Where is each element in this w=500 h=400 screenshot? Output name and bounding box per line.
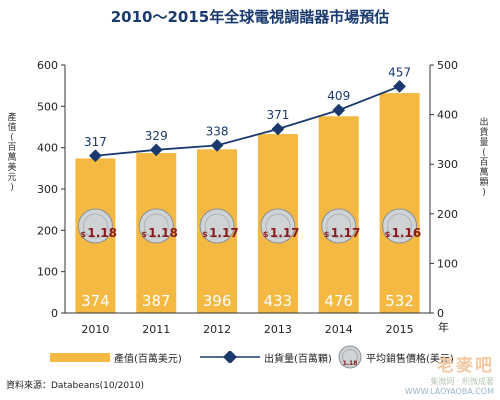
- price-label: 1.17: [331, 226, 361, 240]
- left-axis-title: 產值(百萬美元): [7, 111, 16, 193]
- price-currency: $: [141, 230, 147, 239]
- line-value-label: 457: [388, 65, 411, 79]
- legend-item-line: 出貨量(百萬顆): [200, 345, 332, 369]
- legend-label-coin: 平均銷售價格(美元): [366, 353, 454, 365]
- bar-value-label: 433: [264, 292, 293, 310]
- right-tick-label: 0: [437, 307, 444, 320]
- coin-rim: [82, 213, 108, 239]
- bar-value-label: 387: [142, 292, 171, 310]
- watermark-tagline: 集微网 · 积微成著: [430, 377, 494, 386]
- left-tick-label: 100: [37, 266, 58, 279]
- bar-value-label: 476: [324, 292, 353, 310]
- watermark-logo: 老麥吧: [437, 356, 494, 376]
- left-tick-label: 200: [37, 224, 58, 237]
- line-value-label: 371: [266, 108, 289, 122]
- x-tick-label: 2012: [203, 323, 231, 336]
- x-axis-unit: 年: [438, 320, 449, 334]
- chart-title: 2010～2015年全球電視調諧器市場預估: [110, 8, 390, 26]
- line-value-label: 338: [206, 124, 229, 138]
- x-tick-label: 2015: [386, 323, 414, 336]
- x-tick-label: 2011: [142, 323, 170, 336]
- legend: 產值(百萬美元) 出貨量(百萬顆) 1.18 平均銷售價格(美元): [40, 345, 480, 369]
- legend-coin-icon: 1.18: [338, 345, 362, 369]
- bar-value-label: 374: [81, 292, 110, 310]
- line-value-label: 329: [145, 129, 168, 143]
- line-value-label: 317: [84, 135, 107, 149]
- price-currency: $: [385, 230, 391, 239]
- line-point: [332, 103, 346, 117]
- price-currency: $: [263, 230, 269, 239]
- x-tick-label: 2014: [325, 323, 353, 336]
- coin-rim: [204, 213, 230, 239]
- price-label: 1.18: [148, 226, 178, 240]
- price-currency: $: [80, 230, 86, 239]
- right-axis-title: 出貨量(百萬顆): [479, 116, 488, 198]
- legend-item-coin: 1.18 平均銷售價格(美元): [338, 345, 454, 369]
- legend-swatch-line-icon: [200, 351, 260, 363]
- left-tick-label: 300: [37, 183, 58, 196]
- bar: [379, 93, 420, 314]
- right-tick-label: 300: [437, 158, 458, 171]
- price-label: 1.17: [270, 226, 300, 240]
- right-tick-label: 500: [437, 59, 458, 72]
- chart-canvas: 0 100 200 300 400 500 600 0 100 200 300 400 500 2010 2…: [7, 59, 488, 336]
- left-tick-label: 0: [51, 307, 58, 320]
- right-tick-label: 400: [437, 109, 458, 122]
- coin-rim: [387, 213, 413, 239]
- right-tick-label: 100: [437, 257, 458, 270]
- line-point: [210, 138, 224, 152]
- line-point: [271, 122, 285, 136]
- price-label: 1.18: [87, 226, 117, 240]
- bar-value-label: 532: [385, 292, 414, 310]
- left-tick-label: 500: [37, 100, 58, 113]
- source-note: 資料來源：Databeans(10/2010): [6, 381, 145, 391]
- left-tick-label: 600: [37, 59, 58, 72]
- coin-rim: [326, 213, 352, 239]
- coin-rim: [143, 213, 169, 239]
- price-label: 1.16: [392, 226, 422, 240]
- line-series: [95, 85, 400, 157]
- line-point: [89, 149, 102, 163]
- right-tick-label: 200: [437, 208, 458, 221]
- watermark-url: WWW.LAOYAOBA.COM: [404, 387, 494, 396]
- bar-value-label: 396: [203, 292, 232, 310]
- price-label: 1.17: [209, 226, 239, 240]
- price-currency: $: [324, 230, 330, 239]
- legend-coin-value: 1.18: [343, 360, 358, 367]
- legend-item-bar: 產值(百萬美元): [50, 345, 182, 369]
- price-currency: $: [202, 230, 208, 239]
- line-value-label: 409: [327, 89, 350, 103]
- bars-group: [75, 93, 420, 314]
- axes-group: 0 100 200 300 400 500 600 0 100 200 300 400 500 2010 2…: [7, 59, 488, 336]
- left-tick-label: 400: [37, 142, 58, 155]
- watermark: 老麥吧 集微网 · 积微成著 WWW.LAOYAOBA.COM: [404, 351, 494, 396]
- line-point: [393, 79, 406, 93]
- x-tick-label: 2010: [81, 323, 109, 336]
- coin-rim: [265, 213, 291, 239]
- line-point: [149, 143, 163, 157]
- legend-label-line: 出貨量(百萬顆): [264, 353, 332, 365]
- x-tick-label: 2013: [264, 323, 292, 336]
- line-series-group: [89, 79, 406, 163]
- legend-label-bar: 產值(百萬美元): [114, 353, 182, 365]
- legend-swatch-bar: [50, 352, 110, 362]
- labels-group: 374 387 396 433 476 532$ 1.18 $1.18 $1.17 $1.17 $1…: [77, 65, 422, 310]
